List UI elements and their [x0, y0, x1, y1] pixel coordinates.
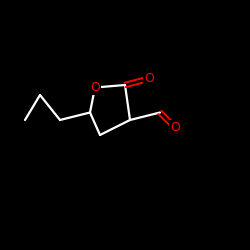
Text: O: O	[170, 121, 180, 134]
Text: O: O	[90, 81, 100, 94]
Text: O: O	[144, 72, 154, 85]
